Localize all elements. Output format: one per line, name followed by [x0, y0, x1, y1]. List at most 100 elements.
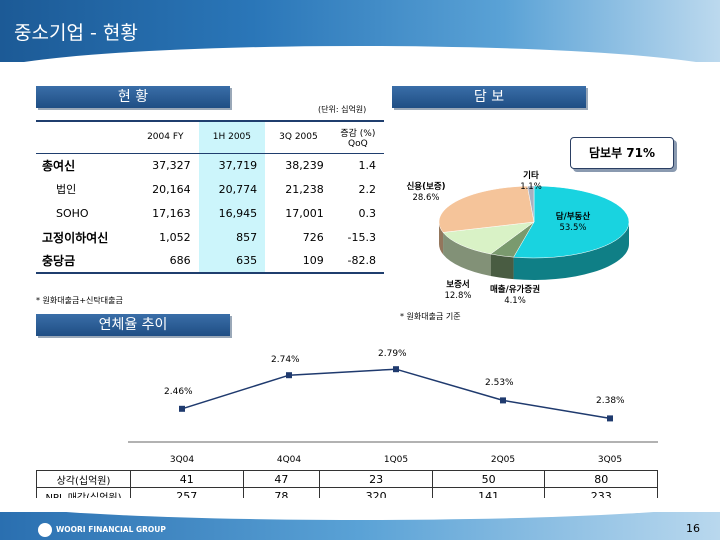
pie-slice	[527, 185, 535, 223]
pie-label-securities: 매출/유가증권 4.1%	[482, 285, 548, 307]
data-point	[286, 372, 292, 379]
pie-slice	[438, 185, 535, 233]
pie-label-guarantee: 보증서 12.8%	[436, 280, 480, 302]
pie-slice-side	[443, 232, 491, 277]
footer-swoosh	[0, 498, 720, 520]
table-cell: 17,163	[152, 206, 191, 220]
woori-logo-icon	[38, 523, 52, 537]
row-label: SOHO	[56, 206, 89, 220]
slice-pct: 4.1%	[504, 296, 526, 306]
table-row: 총여신 37,327 37,719 38,239 1.4	[36, 153, 384, 177]
header-swoosh	[0, 46, 720, 76]
pie-slice-side	[490, 254, 514, 280]
col-header: QoQ	[348, 138, 368, 149]
row-label: 총여신	[42, 158, 76, 173]
table-row: 충당금 686 635 109 -82.8	[36, 249, 384, 273]
table-cell: 726	[302, 230, 324, 244]
footer-logo-text: WOORI FINANCIAL GROUP	[56, 525, 166, 534]
page-number: 16	[686, 522, 700, 535]
table-cell: 857	[198, 225, 266, 249]
table-cell: 21,238	[285, 182, 324, 196]
unit-label: (단위: 십억원)	[318, 105, 367, 114]
table-cell: 41	[130, 470, 244, 488]
footer-band	[0, 498, 720, 540]
delinquency-section-header: 연체율 추이	[36, 314, 230, 336]
table-cell: 2.2	[358, 182, 377, 196]
collateral-note: * 원화대출금 기준	[400, 312, 461, 321]
data-point	[607, 415, 613, 422]
x-tick-label: 1Q05	[383, 455, 409, 465]
x-tick-label: 4Q04	[276, 455, 302, 465]
table-cell: 686	[169, 254, 191, 267]
table-cell: 20,774	[198, 177, 266, 201]
table-cell: 0.3	[358, 206, 377, 220]
col-header: 2004 FY	[147, 132, 184, 143]
x-tick-label: 3Q04	[169, 455, 195, 465]
table-cell: 23	[319, 470, 433, 488]
table-cell: 1.4	[358, 158, 377, 172]
table-cell: 47	[242, 470, 321, 488]
row-label: 고정이하여신	[42, 230, 109, 245]
collateral-callout: 담보부 71%	[570, 137, 674, 169]
header-band	[0, 0, 720, 76]
data-label: 2.79%	[378, 349, 407, 360]
status-table-header-row: 2004 FY 1H 2005 3Q 2005 증감 (%) QoQ	[36, 121, 384, 153]
col-header: 3Q 2005	[279, 132, 318, 143]
row-label: 법인	[56, 183, 77, 196]
data-label: 2.46%	[164, 386, 193, 397]
row-label: 충당금	[42, 254, 76, 268]
page-title: 중소기업 - 현황	[14, 22, 138, 44]
series-line	[181, 368, 611, 420]
slice-name: 담/부동산	[555, 212, 591, 222]
table-cell: 38,239	[285, 158, 324, 172]
table-cell: 1,052	[159, 230, 191, 244]
row-label: 상각(십억원)	[36, 470, 131, 488]
table-row: 상각(십억원) 41 47 23 50 80	[36, 470, 658, 488]
table-cell: -82.8	[347, 254, 376, 267]
pie-label-credit: 신용(보증) 28.6%	[398, 182, 454, 204]
table-cell: 109	[302, 254, 324, 267]
status-table-corner	[36, 121, 132, 153]
slice-pct: 1.1%	[520, 182, 542, 192]
status-note: * 원화대출금+신탁대출금	[36, 296, 123, 305]
slice-pct: 53.5%	[559, 223, 587, 233]
col-header: 증감 (%)	[340, 128, 376, 139]
x-tick-label: 3Q05	[597, 455, 623, 465]
status-section-header: 현 황	[36, 86, 230, 108]
delinquency-line-chart	[128, 366, 658, 443]
pie-label-other: 기타 1.1%	[506, 171, 556, 193]
slice-pct: 28.6%	[412, 193, 440, 203]
table-cell: 50	[431, 470, 546, 488]
pie-label-realestate: 담/부동산 53.5%	[538, 212, 608, 234]
table-row: 법인 20,164 20,774 21,238 2.2	[36, 177, 384, 201]
data-label: 2.74%	[271, 355, 300, 366]
data-label: 2.53%	[485, 378, 514, 389]
table-cell: 635	[198, 249, 266, 273]
slice-name: 매출/유가증권	[489, 285, 541, 295]
table-cell: 17,001	[285, 206, 324, 220]
slice-name: 신용(보증)	[406, 182, 446, 192]
x-tick-label: 2Q05	[490, 455, 516, 465]
table-cell: 37,327	[152, 158, 191, 172]
collateral-pie-chart	[438, 185, 630, 280]
slice-pct: 12.8%	[444, 291, 472, 301]
pie-slice-side	[439, 222, 444, 255]
table-cell: 37,719	[198, 153, 266, 177]
table-cell: 20,164	[152, 182, 191, 196]
slice-name: 기타	[523, 171, 539, 181]
table-cell: 80	[544, 470, 658, 488]
data-label: 2.38%	[596, 396, 625, 407]
table-cell: 16,945	[198, 201, 266, 225]
table-row: 고정이하여신 1,052 857 726 -15.3	[36, 225, 384, 249]
table-cell: -15.3	[347, 230, 376, 244]
pie-slice	[513, 185, 630, 259]
table-row: SOHO 17,163 16,945 17,001 0.3	[36, 201, 384, 225]
col-header-change: 증감 (%) QoQ	[332, 121, 384, 153]
collateral-section-header: 담 보	[392, 86, 586, 108]
data-point	[179, 405, 185, 412]
data-point	[500, 397, 506, 404]
pie-slice-side	[513, 222, 629, 280]
data-point	[393, 366, 399, 373]
status-table: 2004 FY 1H 2005 3Q 2005 증감 (%) QoQ 총여신 3…	[36, 120, 384, 274]
